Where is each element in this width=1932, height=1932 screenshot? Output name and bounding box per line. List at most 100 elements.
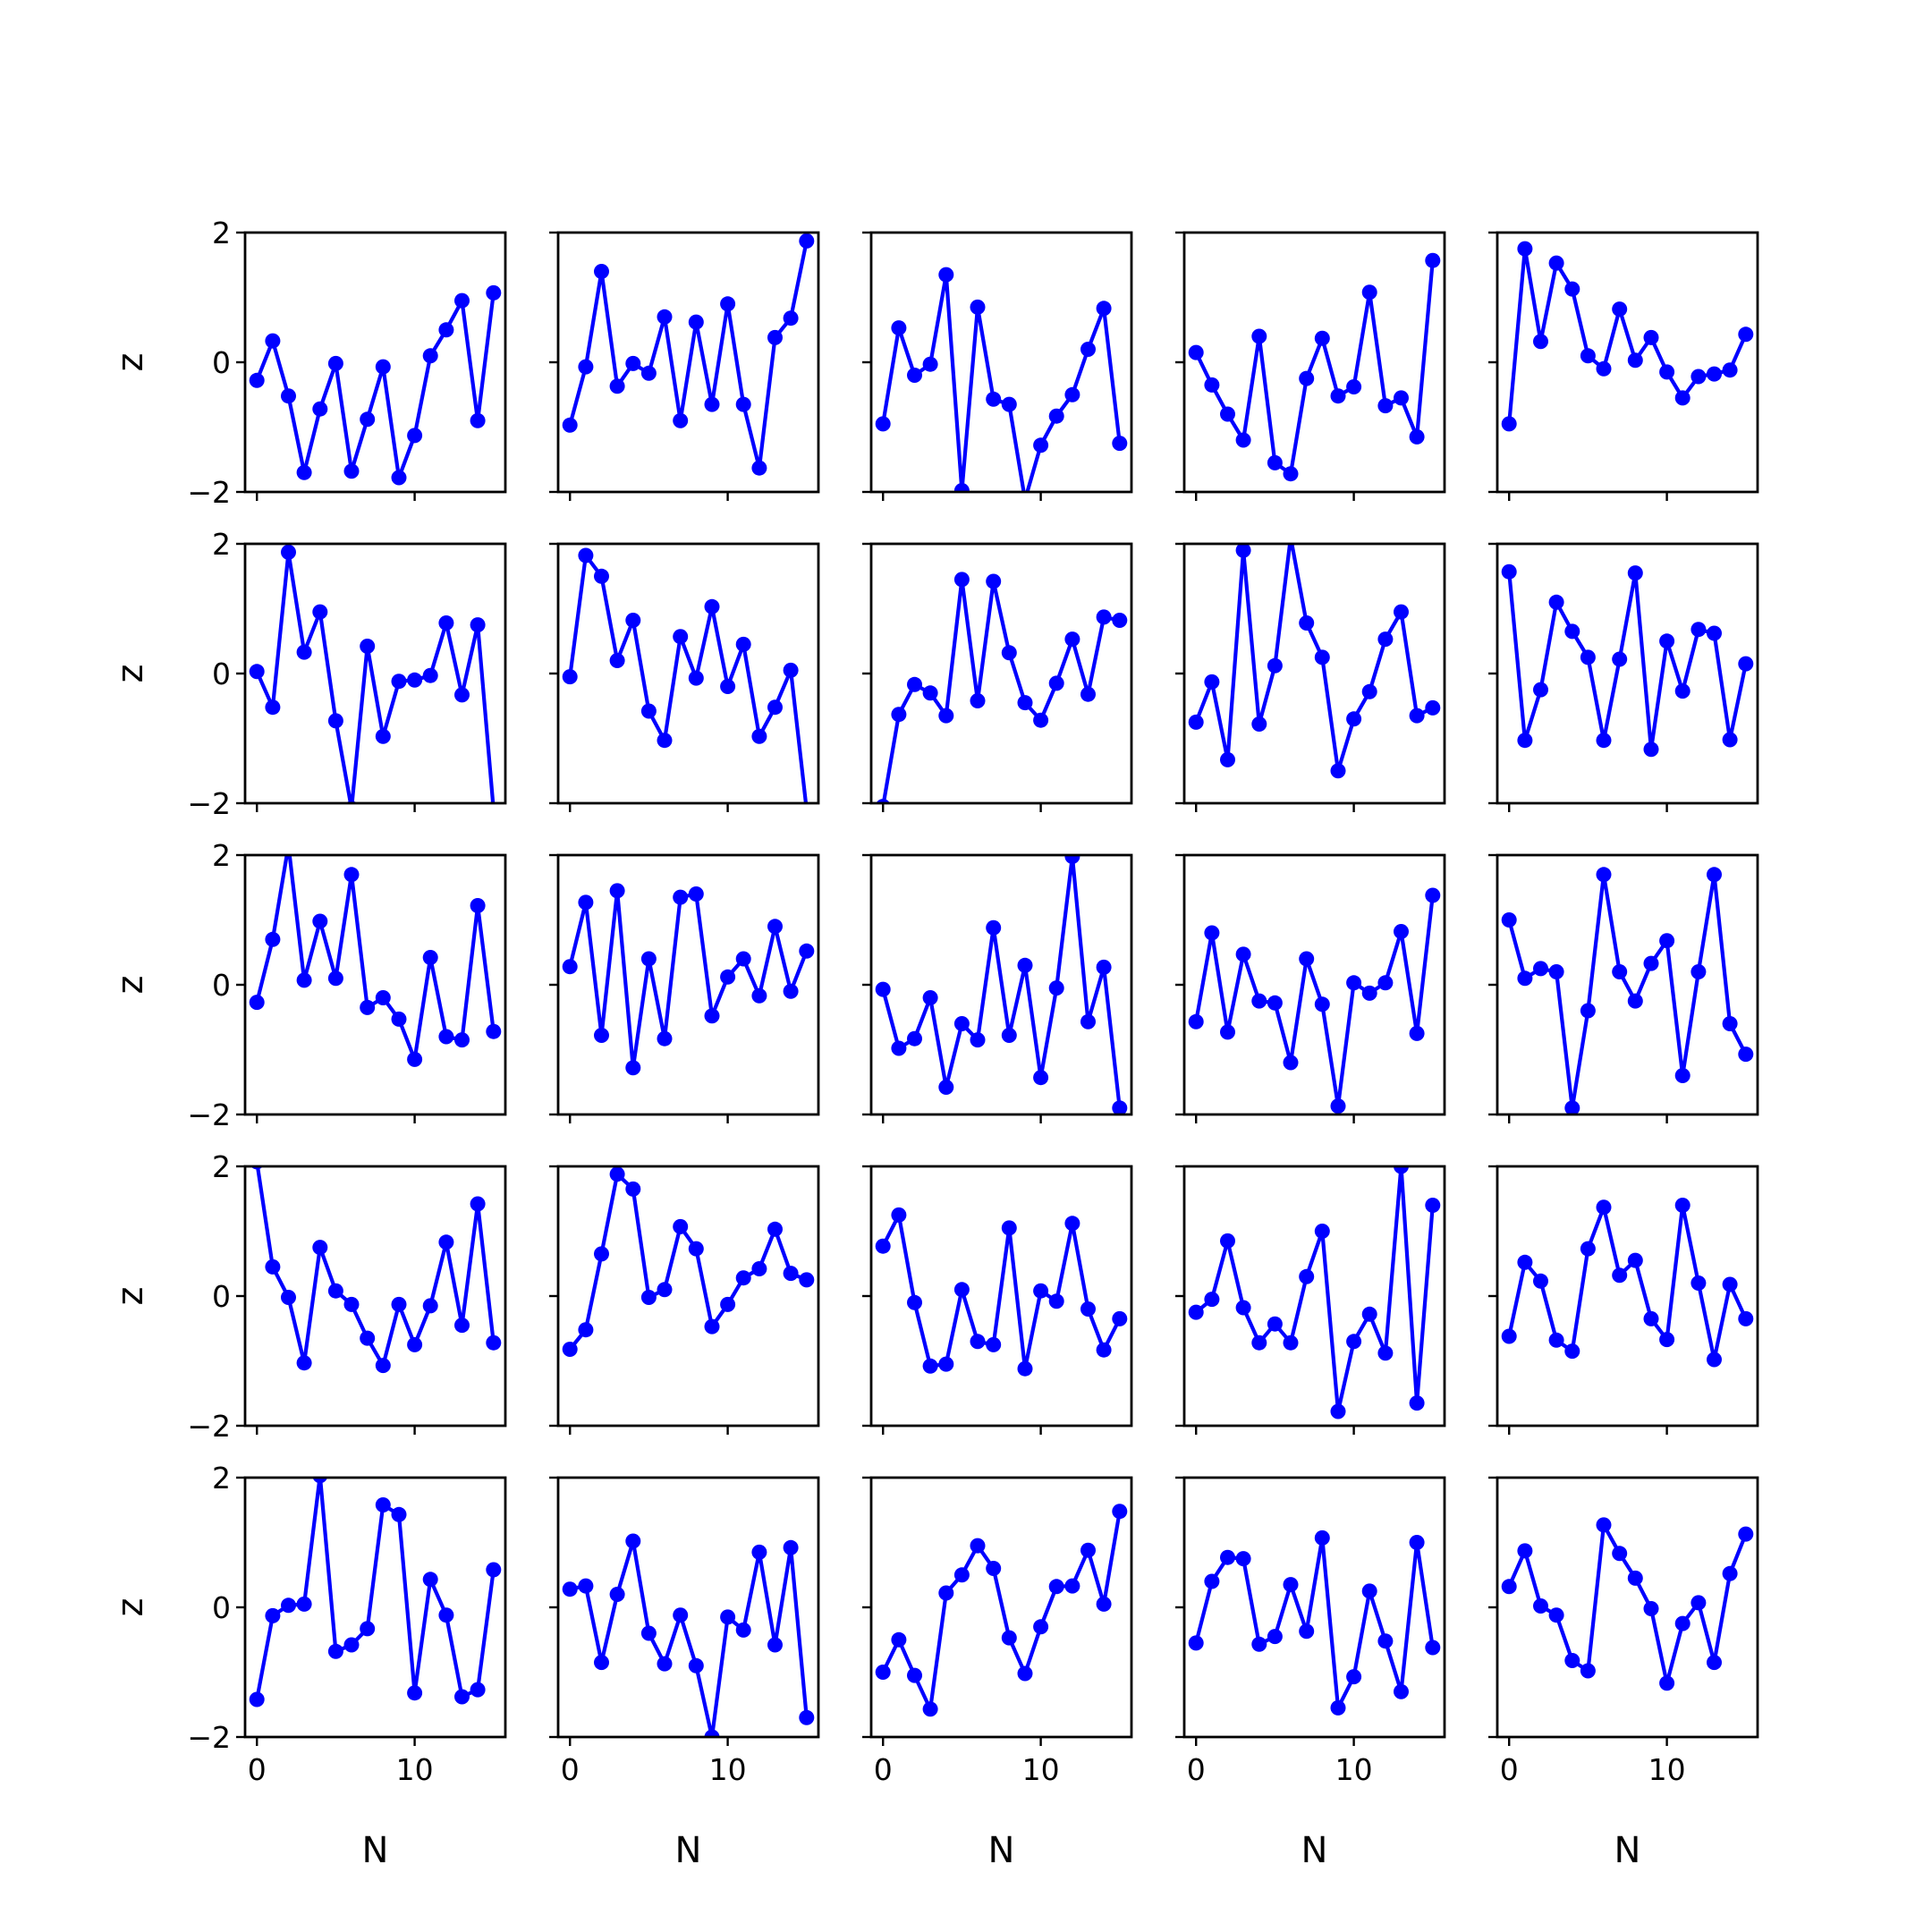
data-point [657, 309, 673, 325]
data-point [1501, 1579, 1517, 1595]
data-point [1064, 1216, 1080, 1232]
data-point [767, 919, 783, 935]
data-point [594, 1655, 609, 1671]
data-point [938, 708, 954, 724]
data-point [1659, 1675, 1675, 1691]
data-point [1299, 951, 1315, 967]
data-point [1204, 377, 1220, 393]
data-point [1707, 1352, 1722, 1368]
data-point [1674, 1615, 1690, 1631]
data-point [1564, 623, 1580, 640]
data-point [953, 1567, 970, 1583]
data-point [922, 1358, 938, 1374]
data-point [296, 644, 312, 660]
data-point [1033, 437, 1049, 453]
data-point [891, 1207, 907, 1223]
data-point [1643, 1601, 1659, 1616]
data-point [391, 470, 407, 486]
subplot-5-2: 0 10 N [549, 1476, 820, 1871]
data-point [1643, 741, 1659, 758]
data-point [704, 1008, 720, 1024]
data-point [1533, 334, 1548, 350]
data-point [312, 1240, 328, 1256]
data-point [1643, 1310, 1659, 1326]
data-point [986, 919, 1002, 936]
data-point [407, 428, 423, 444]
data-point [327, 713, 343, 729]
data-point [562, 1342, 578, 1357]
data-point [1235, 432, 1251, 448]
data-point [1283, 466, 1299, 482]
data-point [438, 615, 454, 631]
data-point [657, 1030, 673, 1046]
series-line [255, 550, 496, 803]
data-point [1096, 1342, 1112, 1358]
data-point [907, 1294, 922, 1310]
data-point [391, 1011, 407, 1027]
data-point [640, 365, 657, 381]
data-point [799, 1709, 815, 1725]
data-point [609, 1166, 625, 1182]
data-point [1612, 1267, 1628, 1284]
data-point [422, 348, 438, 364]
data-point [1361, 284, 1377, 301]
data-point [1659, 633, 1675, 649]
series-line [1194, 1166, 1435, 1414]
series-line [1194, 544, 1434, 773]
data-point [1096, 609, 1112, 625]
y-tick-label: −2 [187, 1409, 231, 1444]
data-point [312, 604, 328, 620]
data-point [704, 1318, 720, 1335]
subplot-1-4 [1175, 231, 1446, 501]
data-point [673, 412, 689, 428]
data-point [986, 573, 1002, 589]
data-point [751, 987, 767, 1004]
data-point [375, 990, 391, 1005]
data-point [1112, 1310, 1128, 1326]
data-point [1425, 699, 1441, 716]
data-point [1001, 1630, 1017, 1646]
data-point [938, 1585, 954, 1601]
data-point [704, 598, 720, 614]
data-point [922, 1701, 938, 1717]
data-point [625, 1060, 641, 1076]
data-point [688, 1241, 704, 1257]
data-point [1267, 1629, 1283, 1645]
data-point [1722, 1276, 1738, 1292]
data-point [922, 990, 938, 1005]
data-point [1314, 1530, 1330, 1546]
axes-frame [1496, 231, 1759, 494]
data-point [1533, 1273, 1548, 1289]
x-axis-label: N [1614, 1830, 1641, 1871]
data-point [1267, 454, 1283, 470]
data-point [1017, 1360, 1033, 1377]
data-point [312, 1478, 328, 1484]
data-point [594, 1028, 609, 1043]
data-point [1017, 695, 1033, 711]
data-point [1501, 1328, 1517, 1344]
data-point [422, 950, 438, 965]
data-point [327, 1283, 343, 1299]
data-point [1612, 1546, 1628, 1562]
data-point [657, 1656, 673, 1672]
data-point [1501, 912, 1517, 928]
x-axis-label: N [675, 1830, 702, 1871]
series-line [568, 553, 809, 803]
data-point [1220, 1549, 1235, 1565]
data-point [1580, 649, 1596, 665]
data-point [1346, 975, 1362, 991]
data-point [360, 1621, 376, 1637]
data-point [1112, 1100, 1128, 1114]
data-point [1409, 1535, 1425, 1550]
data-point [938, 267, 954, 283]
data-point [249, 1691, 265, 1707]
data-point [1596, 733, 1612, 749]
data-point [1690, 1595, 1707, 1611]
data-point [1612, 964, 1628, 979]
plot-area [875, 1504, 1128, 1717]
data-point [735, 396, 751, 412]
subplot-3-4 [1175, 853, 1446, 1123]
data-point [1533, 961, 1548, 977]
data-point [407, 672, 423, 688]
data-point [657, 733, 673, 749]
